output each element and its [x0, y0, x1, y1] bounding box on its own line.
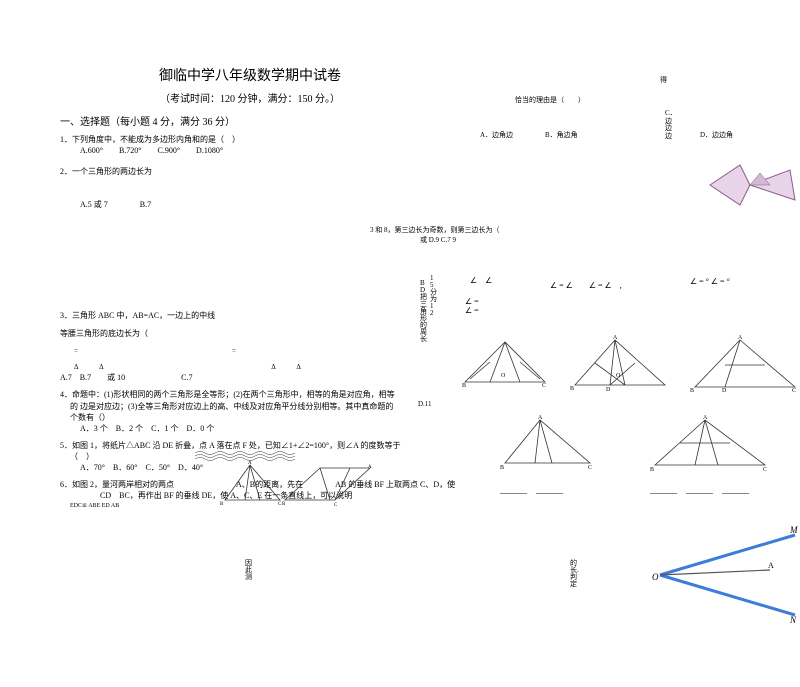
q4-stem: 4．命题中：(1)形状相同的两个三角形是全等形；(2)在两个三角形中，相等的角是…: [60, 389, 800, 400]
q2-opts: A.5 或 7 B.7: [80, 199, 800, 210]
q4-stem2: 的 边是对应边；(3)全等三角形对应边上的高、中线及对应角平分线分别相等。其中真…: [70, 401, 800, 412]
q3-stem-text: 3．三角形 ABC 中，AB=AC，一边上的中线: [60, 311, 215, 320]
svg-text:A: A: [768, 561, 774, 570]
q3-opts: A.7 B.7 或 10 C.7: [60, 372, 800, 383]
q2-stem: 2．一个三角形的两边长为: [60, 166, 800, 177]
q1-opts: A.600° B.720° C.900° D.1080°: [80, 145, 800, 156]
opt-d: D．边边角: [700, 130, 733, 140]
q3-bd: BD把三角形的周长: [420, 280, 428, 343]
svg-text:C: C: [588, 465, 592, 471]
q1-stem: 1．下列角度中，不能成为多边形内角和的是（ ）: [60, 134, 800, 145]
svg-text:A: A: [738, 335, 743, 341]
svg-text:C: C: [763, 467, 767, 473]
q3-delta: = =: [60, 347, 800, 357]
q2-stem-text: 2．一个三角形的两边长为: [60, 167, 152, 176]
triangle-abc-diagram-1: A B O D: [570, 335, 670, 393]
svg-text:A: A: [703, 415, 708, 421]
svg-text:D: D: [606, 387, 611, 393]
triangle-abc-diagram-2: A B D C: [690, 335, 800, 395]
opt-c-vert: C．边边边: [665, 110, 677, 141]
angles-4: ∠ =∠ =: [465, 297, 479, 315]
q2-cond: 3 和 8，第三边长为奇数，则第三边长为（: [370, 225, 500, 235]
angles-1: ∠ ∠: [470, 275, 492, 286]
page-title: 御临中学八年级数学期中试卷: [100, 65, 400, 85]
q6-reason: 因此测: [245, 560, 265, 581]
svg-text:O: O: [616, 373, 621, 379]
frag-de: 得: [660, 75, 667, 85]
q3-stem2: 等腰三角形的底边长为（: [60, 328, 800, 339]
page-subtitle: （考试时间：120 分钟，满分：150 分。）: [100, 90, 400, 105]
angle-mon-diagram: O M N A: [650, 515, 800, 635]
q2-d: 或 D.9 C.7 9: [420, 237, 456, 244]
svg-text:B: B: [570, 386, 574, 392]
svg-text:B: B: [220, 502, 224, 507]
svg-text:B: B: [690, 388, 694, 394]
svg-text:M: M: [789, 525, 798, 535]
q3-delta2: Δ Δ Δ Δ: [60, 363, 800, 373]
triangle-lower-2: A B C: [650, 415, 770, 475]
svg-text:A: A: [613, 335, 618, 341]
q6-reason2: 的长.判定: [570, 560, 590, 588]
svg-text:D: D: [722, 388, 727, 394]
q4-triangles: A B C B A C: [220, 460, 400, 510]
svg-text:B: B: [282, 502, 286, 507]
svg-text:O: O: [501, 373, 506, 379]
blank-1: ______ ______: [500, 483, 563, 496]
svg-text:C: C: [542, 383, 546, 389]
svg-text:C: C: [792, 388, 796, 394]
svg-text:N: N: [789, 615, 797, 625]
svg-text:B: B: [462, 383, 466, 389]
q3-d: D.11: [418, 400, 432, 408]
triangle-o-diagram: O B C: [460, 337, 550, 392]
q6-stem-text: 6．如图 2，量河两岸相对的两点: [60, 480, 174, 489]
bowtie-diagram: [700, 155, 800, 215]
blank-2: ______ ______ ______: [650, 483, 749, 496]
svg-text:B: B: [650, 467, 654, 473]
svg-text:A: A: [368, 465, 372, 470]
q6-edc: EDC≌ ABE ED AB: [70, 502, 800, 510]
section-1: 一、选择题（每小题 4 分，满分 36 分）: [60, 113, 800, 128]
opt-b: B．角边角: [545, 130, 578, 140]
svg-text:A: A: [538, 415, 543, 421]
angles-3: ∠ = ° ∠ = °: [690, 277, 730, 286]
triangle-lower-1: A B C: [500, 415, 600, 475]
svg-text:B: B: [500, 465, 504, 471]
svg-text:O: O: [652, 572, 659, 582]
wave-underline: [195, 450, 295, 462]
q3-num: 15分为12: [430, 275, 438, 317]
frag-reason: 恰当的理由是（ ）: [515, 95, 585, 105]
svg-text:C: C: [334, 503, 338, 508]
opt-a: A．边角边: [480, 130, 513, 140]
angles-2: ∠ = ∠ ∠ = ∠ ,: [550, 280, 622, 291]
